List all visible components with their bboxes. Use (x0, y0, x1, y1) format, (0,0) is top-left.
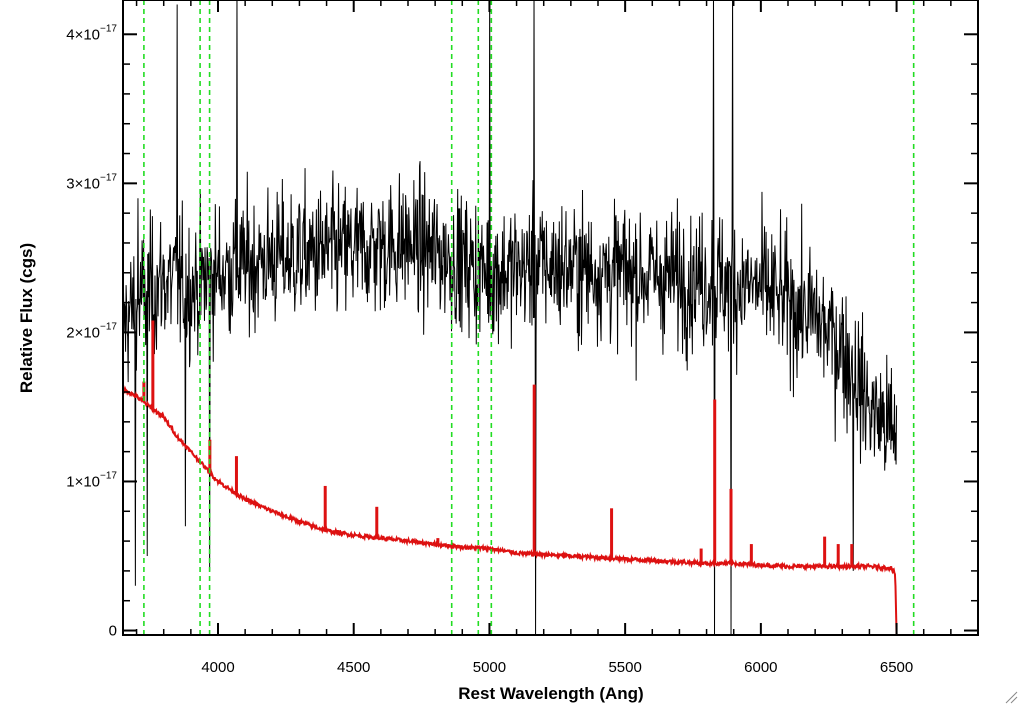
observed-spectrum-line (123, 0, 898, 635)
y-tick-label: 4×10−17 (66, 23, 117, 43)
y-tick-label: 3×10−17 (66, 172, 117, 192)
x-tick-label: 4000 (201, 659, 234, 676)
y-tick-label: 1×10−17 (66, 470, 117, 490)
x-tick-label: 4500 (337, 659, 370, 676)
x-tick-label: 6500 (880, 659, 913, 676)
x-axis-title: Rest Wavelength (Ang) (458, 684, 643, 703)
x-tick-label: 5000 (473, 659, 506, 676)
y-tick-label: 2×10−17 (66, 321, 117, 341)
vertical-line-layer (143, 0, 915, 635)
x-tick-label: 6000 (744, 659, 777, 676)
plot-frame (122, 0, 979, 636)
series-layer (123, 0, 978, 635)
resize-grip-icon[interactable] (1005, 691, 1018, 704)
y-tick-label: 0 (109, 623, 117, 640)
model-spectrum-line (123, 385, 978, 635)
y-axis-title: Relative Flux (cgs) (17, 243, 36, 393)
x-tick-label: 5500 (608, 659, 641, 676)
tick-layer: 4000 4500 5000 5500 6000 6500 0 1×10−17 2×10−17 3… (66, 0, 979, 676)
